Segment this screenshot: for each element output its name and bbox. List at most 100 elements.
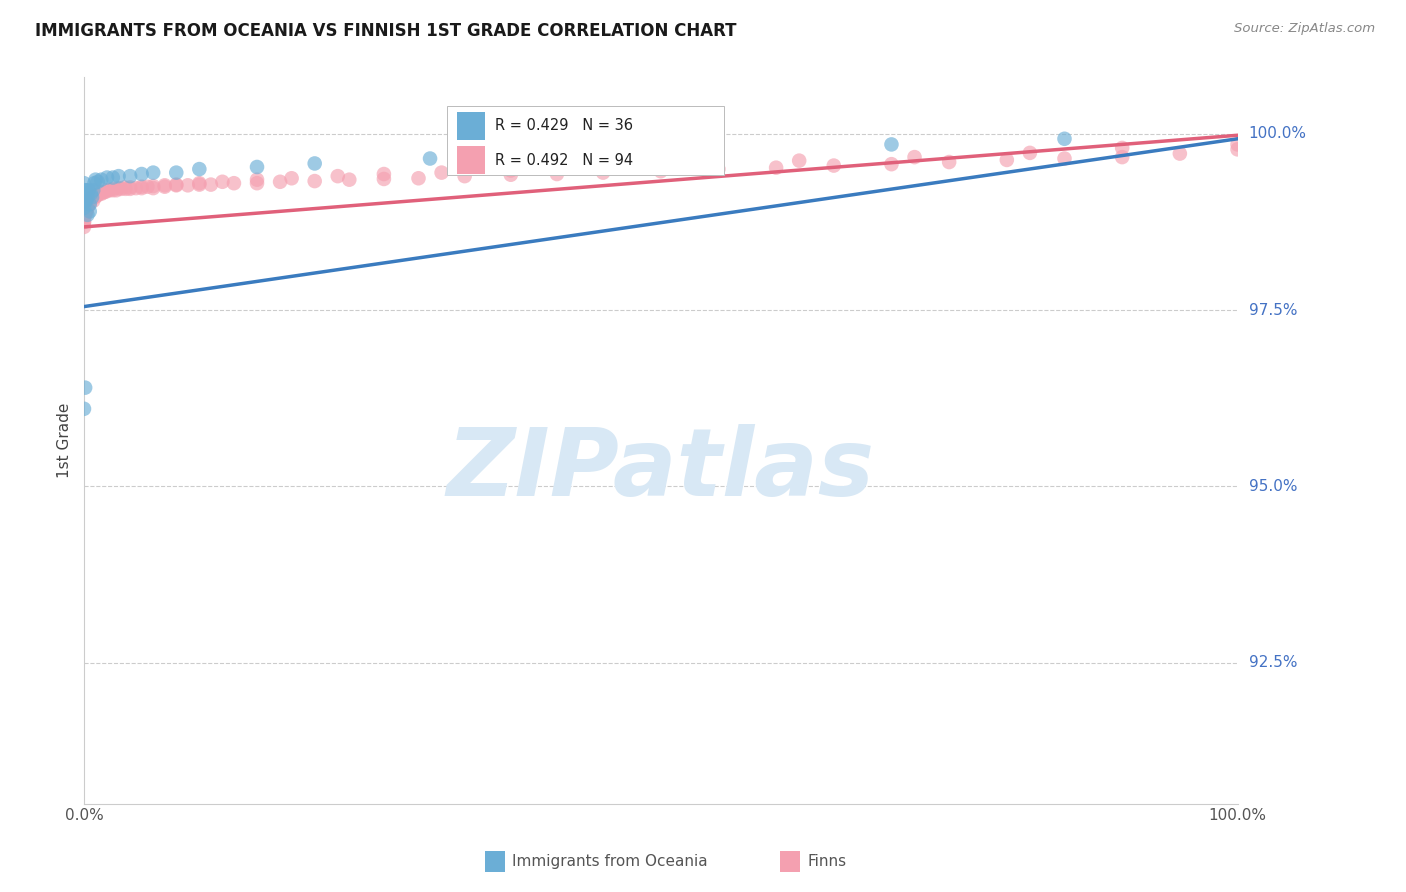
Point: [73, 208, 96, 222]
Point: [76, 208, 98, 222]
Point: [101, 182, 124, 196]
Point: [76, 199, 98, 213]
Point: [80, 186, 103, 201]
Text: R = 0.429   N = 36: R = 0.429 N = 36: [495, 119, 633, 133]
Text: 92.5%: 92.5%: [1249, 655, 1298, 670]
Point: [131, 179, 153, 194]
Point: [84, 189, 107, 203]
Point: [650, 145, 672, 159]
Point: [581, 161, 603, 175]
Point: [101, 170, 124, 185]
Point: [77, 194, 100, 208]
Point: [75, 208, 97, 222]
Point: [337, 172, 360, 186]
Point: [765, 161, 787, 175]
Point: [73, 401, 96, 416]
Point: [1053, 152, 1076, 166]
Point: [105, 183, 128, 197]
Point: [165, 178, 187, 192]
Point: [73, 194, 96, 208]
Point: [73, 176, 96, 190]
Point: [373, 172, 395, 186]
Point: [1226, 142, 1249, 156]
Point: [84, 189, 107, 203]
Point: [75, 194, 97, 208]
Point: [246, 176, 269, 190]
Point: [280, 171, 302, 186]
Point: [83, 190, 105, 204]
FancyBboxPatch shape: [447, 106, 724, 176]
Point: [90, 172, 112, 186]
Point: [80, 192, 103, 206]
Point: [75, 381, 97, 395]
Point: [82, 183, 104, 197]
Point: [142, 179, 165, 194]
Point: [1111, 150, 1133, 164]
Text: 100.0%: 100.0%: [1249, 127, 1306, 141]
Point: [408, 171, 430, 186]
Point: [87, 186, 110, 201]
Point: [83, 176, 105, 190]
Point: [120, 180, 142, 194]
Point: [304, 156, 326, 170]
Point: [73, 204, 96, 219]
Point: [453, 169, 475, 183]
Point: [75, 202, 97, 217]
Point: [153, 179, 176, 194]
Point: [1018, 145, 1040, 160]
Point: [1111, 141, 1133, 155]
Point: [707, 162, 730, 177]
Point: [73, 211, 96, 226]
Point: [120, 169, 142, 183]
Point: [269, 175, 291, 189]
Point: [80, 190, 103, 204]
Point: [1226, 137, 1249, 152]
Point: [136, 179, 159, 194]
Point: [98, 183, 121, 197]
Point: [188, 162, 211, 177]
Point: [153, 178, 176, 193]
Point: [592, 166, 614, 180]
Y-axis label: 1st Grade: 1st Grade: [58, 403, 72, 478]
Text: IMMIGRANTS FROM OCEANIA VS FINNISH 1ST GRADE CORRELATION CHART: IMMIGRANTS FROM OCEANIA VS FINNISH 1ST G…: [35, 22, 737, 40]
Point: [125, 181, 148, 195]
Point: [823, 159, 845, 173]
Point: [79, 204, 101, 219]
Point: [326, 169, 349, 183]
Point: [90, 186, 112, 200]
Point: [75, 197, 97, 211]
Point: [76, 194, 98, 208]
Point: [114, 182, 136, 196]
Point: [101, 183, 124, 197]
Point: [77, 197, 100, 211]
Point: [107, 169, 129, 183]
Point: [75, 204, 97, 219]
Point: [995, 153, 1018, 167]
Point: [73, 186, 96, 201]
Text: 97.5%: 97.5%: [1249, 302, 1298, 318]
Point: [73, 215, 96, 229]
Text: Immigrants from Oceania: Immigrants from Oceania: [512, 855, 707, 869]
Point: [75, 183, 97, 197]
Text: Finns: Finns: [807, 855, 846, 869]
Point: [110, 182, 132, 196]
Point: [880, 157, 903, 171]
Bar: [457, 112, 485, 140]
Point: [80, 190, 103, 204]
Point: [546, 167, 568, 181]
Point: [938, 155, 960, 169]
Point: [222, 176, 245, 190]
Point: [430, 166, 453, 180]
Point: [73, 201, 96, 215]
Point: [80, 190, 103, 204]
Point: [131, 181, 153, 195]
Point: [188, 176, 211, 190]
Point: [77, 183, 100, 197]
Point: [79, 194, 101, 208]
Point: [165, 166, 187, 180]
Point: [75, 206, 97, 220]
Point: [131, 167, 153, 181]
Point: [96, 170, 118, 185]
Text: R = 0.492   N = 94: R = 0.492 N = 94: [495, 153, 633, 168]
Bar: [457, 146, 485, 174]
